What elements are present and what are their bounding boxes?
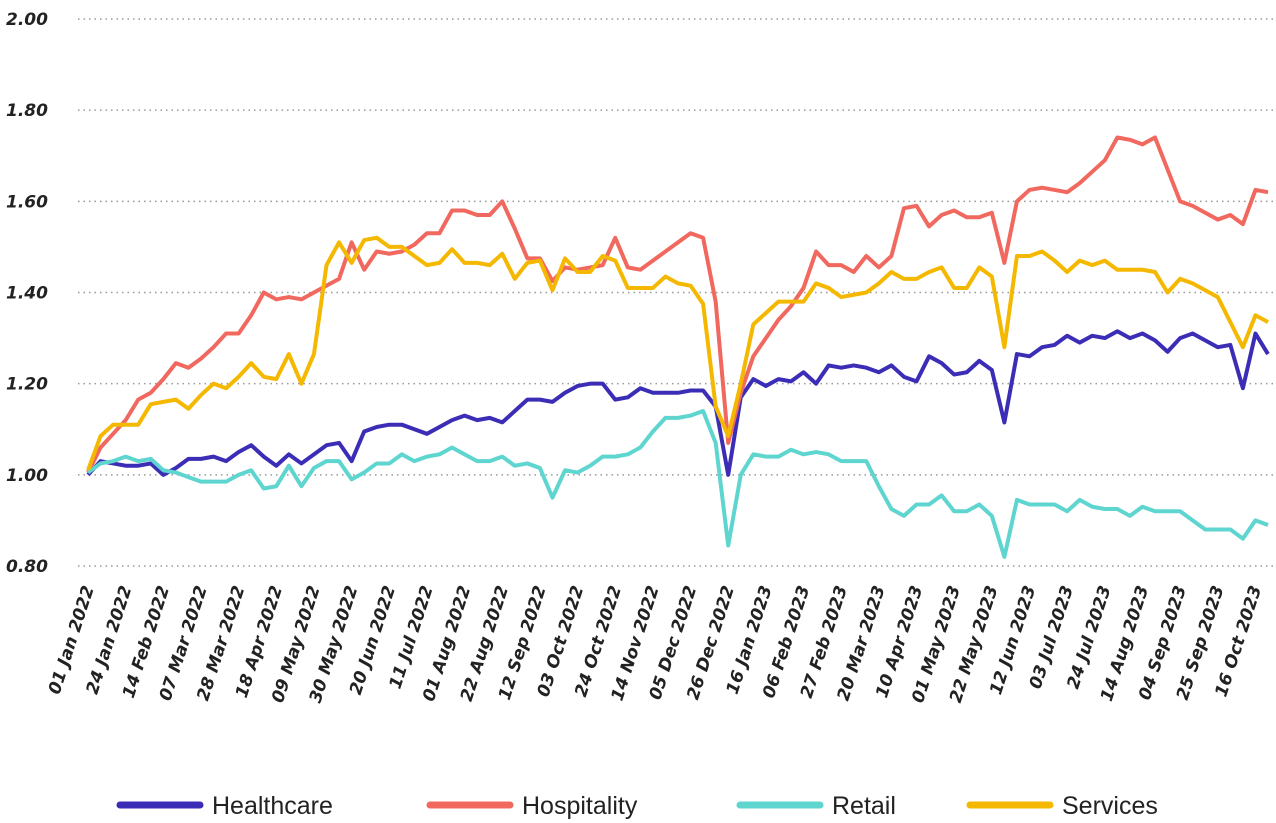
y-tick-label: 1.00 xyxy=(6,466,48,486)
legend-label: Services xyxy=(1062,792,1158,820)
series-line xyxy=(86,329,1270,477)
series-line xyxy=(86,235,1269,471)
series-line xyxy=(86,135,1269,474)
y-tick-label: 2.00 xyxy=(6,10,48,30)
legend-label: Hospitality xyxy=(522,792,638,820)
series-line xyxy=(86,409,1269,559)
y-tick-label: 1.60 xyxy=(6,192,48,212)
y-tick-label: 1.80 xyxy=(6,101,48,121)
y-tick-label: 0.80 xyxy=(6,557,48,577)
legend-label: Healthcare xyxy=(212,792,333,820)
y-tick-label: 1.20 xyxy=(6,375,48,395)
legend-label: Retail xyxy=(832,792,896,820)
y-tick-label: 1.40 xyxy=(6,284,48,304)
